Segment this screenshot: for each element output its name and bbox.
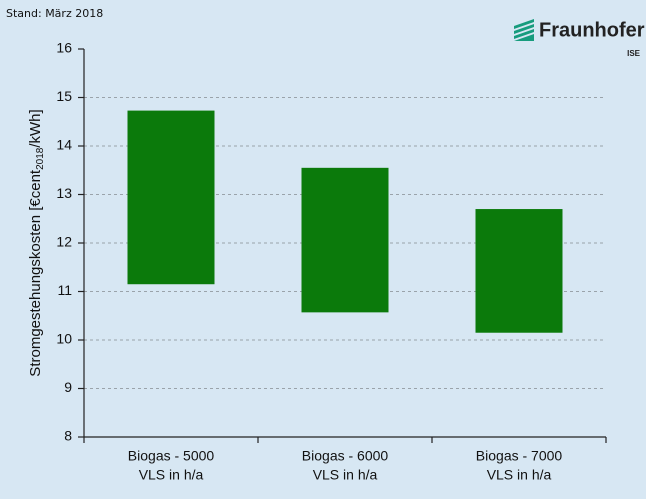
y-tick-label: 14	[56, 137, 72, 153]
y-axis-label: Stromgestehungskosten [€cent2018/kWh]	[27, 109, 46, 376]
x-tick-label: VLS in h/a	[139, 467, 204, 483]
x-tick-label: Biogas - 7000	[476, 448, 563, 464]
logo-name: Fraunhofer	[539, 19, 645, 41]
y-label-subscript: 2018	[35, 147, 46, 170]
x-tick-label: VLS in h/a	[313, 467, 378, 483]
y-tick-label: 15	[56, 88, 72, 104]
bar	[301, 167, 389, 313]
y-tick-label: 11	[57, 282, 72, 298]
y-label-part: Stromgestehungskosten [€cent	[27, 169, 44, 377]
logo-unit: ISE	[627, 49, 641, 58]
y-label-part: /kWh]	[27, 109, 44, 147]
bar	[127, 110, 215, 285]
logo: Fraunhofer ISE	[514, 19, 645, 58]
y-tick-label: 16	[56, 40, 72, 56]
y-tick-label: 13	[56, 185, 72, 201]
bar	[475, 209, 563, 333]
x-tick-label: VLS in h/a	[487, 467, 552, 483]
logo-stripe	[514, 24, 534, 34]
logo-stripe	[514, 34, 534, 41]
logo-stripe	[514, 29, 534, 39]
y-tick-label: 10	[56, 331, 72, 347]
x-tick-label: Biogas - 5000	[128, 448, 215, 464]
logo-stripe	[514, 19, 534, 29]
annotation: Stand: März 2018	[6, 7, 103, 20]
x-tick-label: Biogas - 6000	[302, 448, 389, 464]
y-tick-label: 9	[64, 379, 72, 395]
y-tick-label: 12	[56, 234, 72, 250]
y-tick-label: 8	[64, 428, 72, 444]
